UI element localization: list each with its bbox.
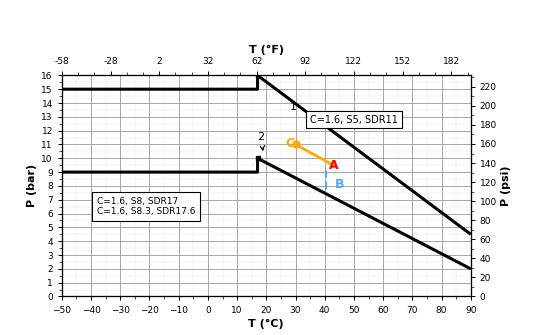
Text: 1: 1 xyxy=(289,102,296,112)
X-axis label: T (°C): T (°C) xyxy=(249,319,284,329)
Text: A: A xyxy=(329,159,338,172)
Text: 2: 2 xyxy=(258,132,265,150)
Text: C=1.6, S8, SDR17
C=1.6, S8.3, SDR17.6: C=1.6, S8, SDR17 C=1.6, S8.3, SDR17.6 xyxy=(97,197,195,216)
Y-axis label: P (psi): P (psi) xyxy=(501,166,511,206)
X-axis label: T (°F): T (°F) xyxy=(249,45,284,55)
Text: C=1.6, S5, SDR11: C=1.6, S5, SDR11 xyxy=(310,115,398,125)
Y-axis label: P (bar): P (bar) xyxy=(27,164,37,207)
Text: C: C xyxy=(285,137,294,150)
Text: B: B xyxy=(335,178,344,191)
